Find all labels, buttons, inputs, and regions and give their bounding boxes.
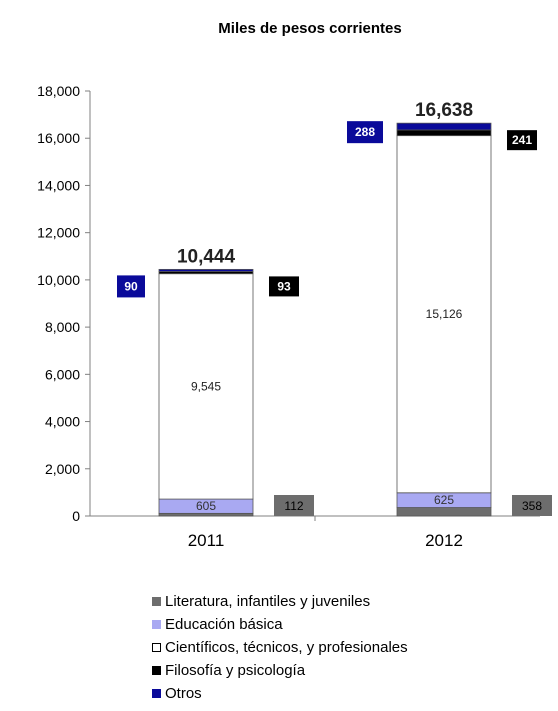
data-label: 90 — [124, 279, 138, 293]
data-label: 288 — [355, 125, 375, 139]
legend-label: Filosofía y psicología — [165, 662, 306, 679]
y-tick-label: 10,000 — [37, 272, 80, 288]
data-label: 93 — [277, 279, 291, 293]
data-label: 358 — [522, 499, 542, 513]
x-tick-label: 2012 — [425, 531, 463, 550]
data-label: 605 — [196, 499, 216, 513]
bar-segment — [396, 122, 492, 131]
data-label: 241 — [512, 133, 532, 147]
x-tick-label: 2011 — [188, 531, 225, 550]
legend-swatch — [152, 689, 161, 698]
y-tick-label: 16,000 — [37, 130, 80, 146]
legend-item: Filosofía y psicología — [152, 659, 408, 682]
y-tick-label: 12,000 — [37, 225, 80, 241]
legend-item: Científicos, técnicos, y profesionales — [152, 636, 408, 659]
y-tick-label: 6,000 — [45, 366, 80, 382]
y-tick-label: 0 — [72, 508, 80, 524]
y-tick-label: 2,000 — [45, 461, 80, 477]
legend-item: Otros — [152, 682, 408, 705]
legend-label: Científicos, técnicos, y profesionales — [165, 639, 408, 656]
legend-swatch — [152, 597, 161, 606]
data-label-box — [507, 130, 537, 151]
chart-legend: Literatura, infantiles y juveniles Educac… — [152, 590, 408, 705]
bar-segment — [158, 273, 254, 500]
bar-segment — [396, 129, 492, 137]
total-label: 10,444 — [177, 246, 236, 267]
data-label: 15,126 — [426, 307, 463, 321]
bar-segment — [396, 507, 492, 517]
stacked-bar-chart: Miles de pesos corrientes 0 2,000 4,000 6,0… — [37, 20, 552, 550]
total-label: 16,638 — [415, 100, 473, 121]
legend-label: Educación básica — [165, 616, 283, 633]
legend-swatch — [152, 666, 161, 675]
data-label-box — [269, 276, 299, 297]
legend-label: Otros — [165, 685, 202, 702]
y-tick-label: 18,000 — [37, 83, 80, 99]
data-label: 9,545 — [191, 379, 221, 393]
legend-swatch — [152, 620, 161, 629]
y-tick-label: 4,000 — [45, 414, 80, 430]
data-label-box — [274, 495, 314, 516]
legend-swatch — [152, 643, 161, 652]
legend-label: Literatura, infantiles y juveniles — [165, 593, 371, 610]
data-label: 112 — [284, 499, 303, 513]
y-tick-label: 14,000 — [37, 177, 80, 193]
legend-item: Literatura, infantiles y juveniles — [152, 590, 408, 613]
data-label-box — [512, 495, 552, 516]
y-tick-label: 8,000 — [45, 319, 80, 335]
bar-segment — [158, 268, 254, 272]
data-label: 625 — [434, 493, 454, 507]
data-label-box — [347, 121, 383, 144]
data-label-box — [117, 275, 145, 298]
chart-title: Miles de pesos corrientes — [218, 20, 401, 37]
legend-item: Educación básica — [152, 613, 408, 636]
